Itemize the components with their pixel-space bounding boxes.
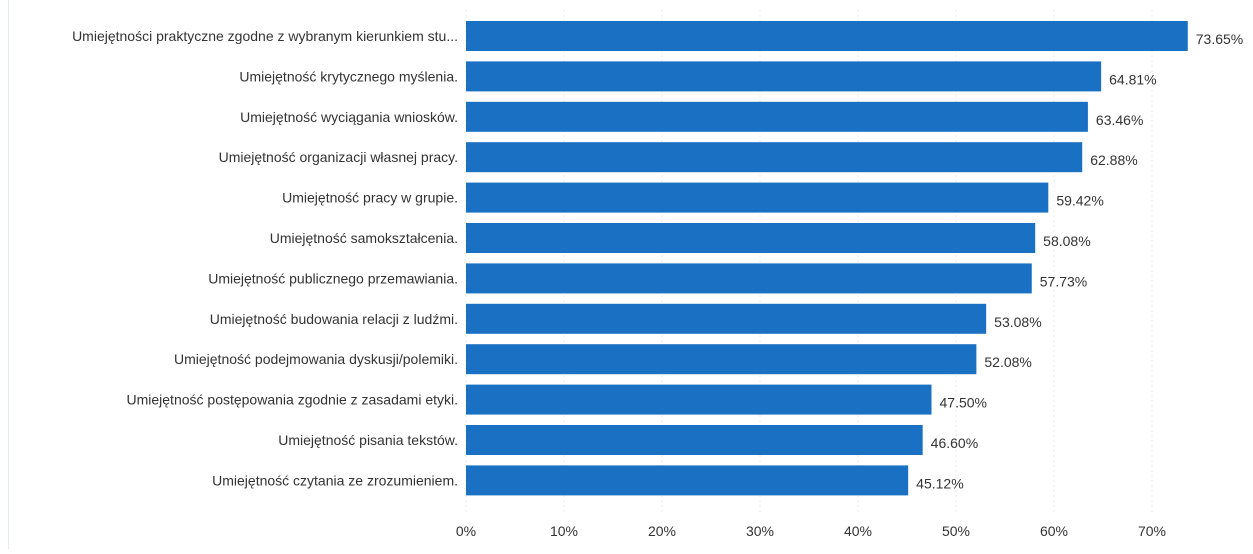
bar <box>466 385 932 415</box>
category-label: Umiejętność organizacji własnej pracy. <box>219 149 458 165</box>
data-label: 52.08% <box>984 354 1031 370</box>
x-tick-label: 70% <box>1138 523 1166 539</box>
category-label: Umiejętność budowania relacji z ludźmi. <box>210 311 458 327</box>
x-tick-label: 10% <box>550 523 578 539</box>
data-labels: 73.65% 64.81% 63.46% 62.88% 59.42% 58.08% 57.7… <box>916 31 1243 491</box>
x-tick-label: 50% <box>942 523 970 539</box>
bar <box>466 183 1048 213</box>
data-label: 64.81% <box>1109 71 1156 87</box>
category-label: Umiejętność czytania ze zrozumieniem. <box>212 472 458 488</box>
data-label: 62.88% <box>1090 152 1137 168</box>
data-label: 45.12% <box>916 475 963 491</box>
x-axis-ticks: 0% 10% 20% 30% 40% 50% 60% 70% <box>456 523 1166 539</box>
bar <box>466 425 923 455</box>
category-label: Umiejętność pracy w grupie. <box>282 190 458 206</box>
data-label: 58.08% <box>1043 233 1090 249</box>
data-label: 53.08% <box>994 314 1041 330</box>
bars <box>466 21 1188 495</box>
category-label: Umiejętność publicznego przemawiania. <box>208 270 458 286</box>
bar <box>466 304 986 334</box>
category-label: Umiejętność samokształcenia. <box>270 230 458 246</box>
category-label: Umiejętność wyciągania wniosków. <box>240 109 458 125</box>
category-label: Umiejętność podejmowania dyskusji/polemi… <box>174 351 458 367</box>
data-label: 47.50% <box>940 395 987 411</box>
x-tick-label: 0% <box>456 523 476 539</box>
data-label: 63.46% <box>1096 112 1143 128</box>
x-tick-label: 60% <box>1040 523 1068 539</box>
x-tick-label: 20% <box>648 523 676 539</box>
data-label: 59.42% <box>1056 193 1103 209</box>
category-labels: Umiejętności praktyczne zgodne z wybrany… <box>72 28 458 488</box>
bar <box>466 465 908 495</box>
bar <box>466 102 1088 132</box>
category-label: Umiejętność postępowania zgodnie z zasad… <box>126 392 458 408</box>
x-tick-label: 40% <box>844 523 872 539</box>
data-label: 57.73% <box>1040 273 1087 289</box>
bar <box>466 21 1188 51</box>
category-label: Umiejętność pisania tekstów. <box>278 432 458 448</box>
data-label: 46.60% <box>931 435 978 451</box>
data-label: 73.65% <box>1196 31 1243 47</box>
x-tick-label: 30% <box>746 523 774 539</box>
bar <box>466 142 1082 172</box>
category-label: Umiejętności praktyczne zgodne z wybrany… <box>72 28 458 44</box>
category-label: Umiejętność krytycznego myślenia. <box>239 68 458 84</box>
bar <box>466 344 976 374</box>
bar <box>466 61 1101 91</box>
bar <box>466 263 1032 293</box>
bar <box>466 223 1035 253</box>
